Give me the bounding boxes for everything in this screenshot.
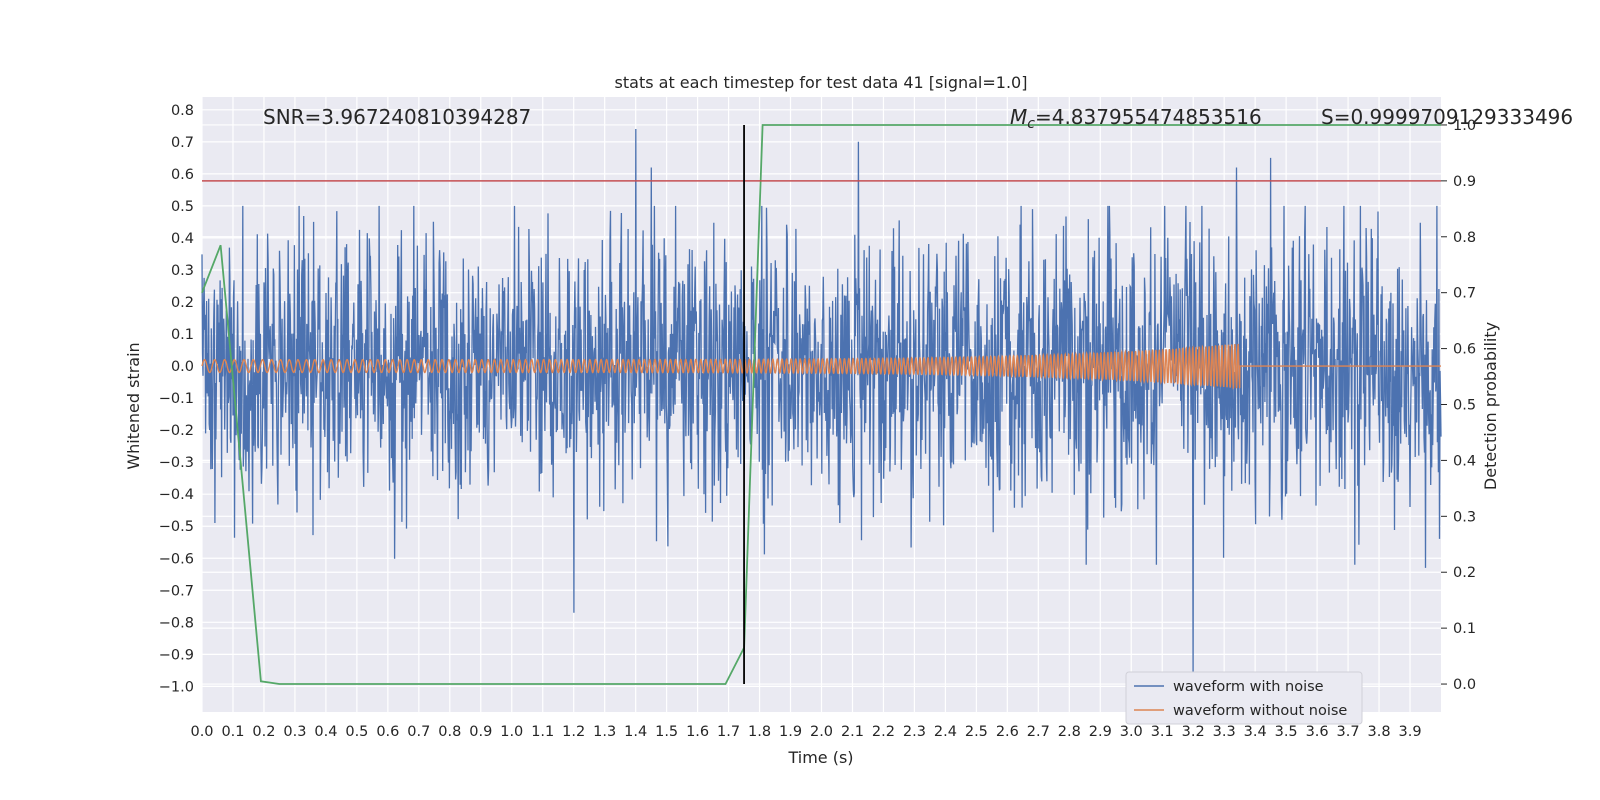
right-y-tick-label: 0.0 [1453, 677, 1476, 693]
y-tick-label: −1.0 [159, 679, 194, 695]
x-tick-label: 2.7 [1027, 724, 1050, 740]
x-tick-label: 2.5 [965, 724, 988, 740]
legend-label-clean: waveform without noise [1173, 703, 1347, 719]
y-tick-label: −0.4 [159, 487, 194, 503]
right-y-tick-label: 0.6 [1453, 342, 1476, 358]
chirp-mass-value: =4.837955474853516 [1035, 105, 1262, 129]
probability-line [201, 124, 1441, 685]
x-tick-label: 2.0 [810, 724, 833, 740]
y-tick-label: −0.6 [159, 551, 194, 567]
right-y-tick-label: 1.0 [1453, 118, 1476, 134]
x-axis-ticks: 0.0 0.1 0.2 0.3 0.4 0.5 0.6 0.7 0.8 0.9 1.0 1.1 1.2 1… [190, 724, 1421, 740]
x-tick-label: 2.2 [872, 724, 895, 740]
x-tick-label: 0.1 [221, 724, 244, 740]
legend-box [1125, 671, 1363, 725]
y-tick-label: 0.2 [171, 295, 194, 311]
right-y-axis-ticks: 1.0 0.9 0.8 0.7 0.6 0.5 0.4 0.3 0.2 0.1 0.0 [1441, 118, 1476, 693]
x-tick-label: 0.2 [252, 724, 275, 740]
x-tick-label: 3.7 [1337, 724, 1360, 740]
right-y-tick-label: 0.7 [1453, 286, 1476, 302]
x-tick-label: 3.4 [1244, 724, 1267, 740]
x-tick-label: 1.3 [593, 724, 616, 740]
x-tick-label: 0.4 [314, 724, 337, 740]
clean-waveform-line [201, 343, 1441, 390]
x-tick-label: 0.7 [407, 724, 430, 740]
right-y-tick-label: 0.5 [1453, 398, 1476, 414]
x-tick-label: 2.6 [996, 724, 1019, 740]
right-y-tick-label: 0.1 [1453, 621, 1476, 637]
right-y-tick-label: 0.2 [1453, 565, 1476, 581]
x-tick-label: 0.8 [438, 724, 461, 740]
y-tick-label: 0.1 [171, 327, 194, 343]
x-tick-label: 1.5 [655, 724, 678, 740]
x-tick-label: 3.8 [1368, 724, 1391, 740]
y-tick-label: 0.4 [171, 231, 194, 247]
x-tick-label: 1.9 [779, 724, 802, 740]
x-tick-label: 3.2 [1182, 724, 1205, 740]
y-axis-ticks: 0.8 0.7 0.6 0.5 0.4 0.3 0.2 0.1 0.0 −0.1 −0.2 −0.3 −… [159, 103, 194, 696]
right-y-tick-label: 0.9 [1453, 174, 1476, 190]
x-tick-label: 2.1 [841, 724, 864, 740]
snr-annotation: SNR=3.967240810394287 [263, 105, 531, 129]
right-y-tick-label: 0.4 [1453, 453, 1476, 469]
chirp-mass-subscript: c [1027, 116, 1035, 132]
y-tick-label: −0.5 [159, 519, 194, 535]
x-tick-label: 3.9 [1398, 724, 1421, 740]
grid-lines [201, 97, 1441, 712]
legend: waveform with noise waveform without noi… [1125, 671, 1363, 725]
y-tick-label: 0.7 [171, 135, 194, 151]
y-tick-label: −0.8 [159, 615, 194, 631]
x-tick-label: 1.6 [686, 724, 709, 740]
x-tick-label: 0.5 [345, 724, 368, 740]
series-detection-probability [201, 124, 1441, 685]
y-tick-label: −0.3 [159, 455, 194, 471]
series-waveform-without-noise [201, 343, 1441, 390]
x-tick-label: 1.7 [717, 724, 740, 740]
right-y-tick-label: 0.8 [1453, 230, 1476, 246]
chirp-mass-symbol: M [1010, 105, 1027, 129]
y-tick-label: −0.7 [159, 583, 194, 599]
s-annotation: S=0.9999709129333496 [1321, 105, 1573, 129]
x-tick-label: 3.5 [1275, 724, 1298, 740]
y-tick-label: 0.8 [171, 103, 194, 119]
legend-label-noise: waveform with noise [1173, 679, 1324, 695]
chart-title: stats at each timestep for test data 41 … [615, 73, 1028, 92]
x-tick-label: 0.3 [283, 724, 306, 740]
y-tick-label: −0.9 [159, 647, 194, 663]
y-axis-label: Whitened strain [124, 342, 143, 469]
x-tick-label: 2.8 [1058, 724, 1081, 740]
x-tick-label: 3.1 [1151, 724, 1174, 740]
x-tick-label: 3.0 [1120, 724, 1143, 740]
right-y-axis-label: Detection probability [1481, 322, 1500, 490]
chirp-mass-annotation: Mc=4.837955474853516 [1010, 105, 1262, 132]
x-tick-label: 0.0 [190, 724, 213, 740]
x-tick-label: 1.1 [531, 724, 554, 740]
x-tick-label: 1.4 [624, 724, 647, 740]
y-tick-label: 0.5 [171, 199, 194, 215]
y-tick-label: 0.3 [171, 263, 194, 279]
x-tick-label: 1.8 [748, 724, 771, 740]
y-tick-label: −0.1 [159, 391, 194, 407]
right-y-tick-label: 0.3 [1453, 509, 1476, 525]
y-tick-label: 0.6 [171, 167, 194, 183]
x-tick-label: 3.6 [1306, 724, 1329, 740]
x-tick-label: 2.4 [934, 724, 957, 740]
x-tick-label: 3.3 [1213, 724, 1236, 740]
x-tick-label: 1.0 [500, 724, 523, 740]
y-tick-label: −0.2 [159, 423, 194, 439]
x-axis-label: Time (s) [787, 748, 853, 767]
x-tick-label: 2.3 [903, 724, 926, 740]
x-tick-label: 1.2 [562, 724, 585, 740]
x-tick-label: 0.9 [469, 724, 492, 740]
x-tick-label: 2.9 [1089, 724, 1112, 740]
overlay-lines [202, 124, 1441, 685]
y-tick-label: 0.0 [171, 359, 194, 375]
x-tick-label: 0.6 [376, 724, 399, 740]
